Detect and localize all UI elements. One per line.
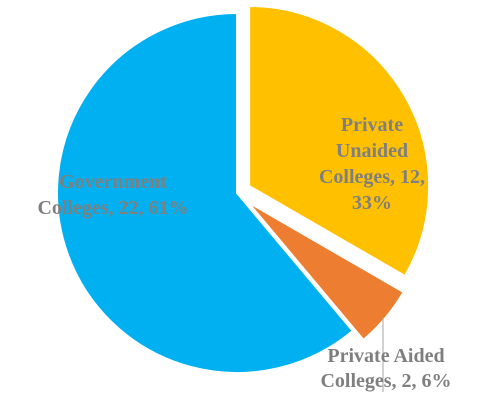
data-label-line: Colleges, 12, bbox=[319, 166, 425, 188]
data-label-line: Colleges, 22, 61% bbox=[37, 197, 188, 219]
data-label-line: 33% bbox=[352, 192, 392, 214]
data-label: Private Aided Colleges, 2, 6% bbox=[320, 345, 451, 392]
data-label-line: Private Aided bbox=[327, 345, 444, 367]
pie-slice bbox=[248, 4, 431, 278]
pie-slice bbox=[56, 11, 355, 374]
data-label: Private Unaided Colleges, 12, 33% bbox=[319, 114, 425, 214]
data-label-line: Unaided bbox=[336, 140, 408, 162]
data-label-line: Colleges, 2, 6% bbox=[320, 370, 451, 392]
pie-slice bbox=[246, 201, 405, 342]
data-label-line: Government bbox=[59, 171, 167, 193]
data-label-line: Private bbox=[341, 114, 403, 136]
data-label: Government Colleges, 22, 61% bbox=[37, 171, 188, 219]
